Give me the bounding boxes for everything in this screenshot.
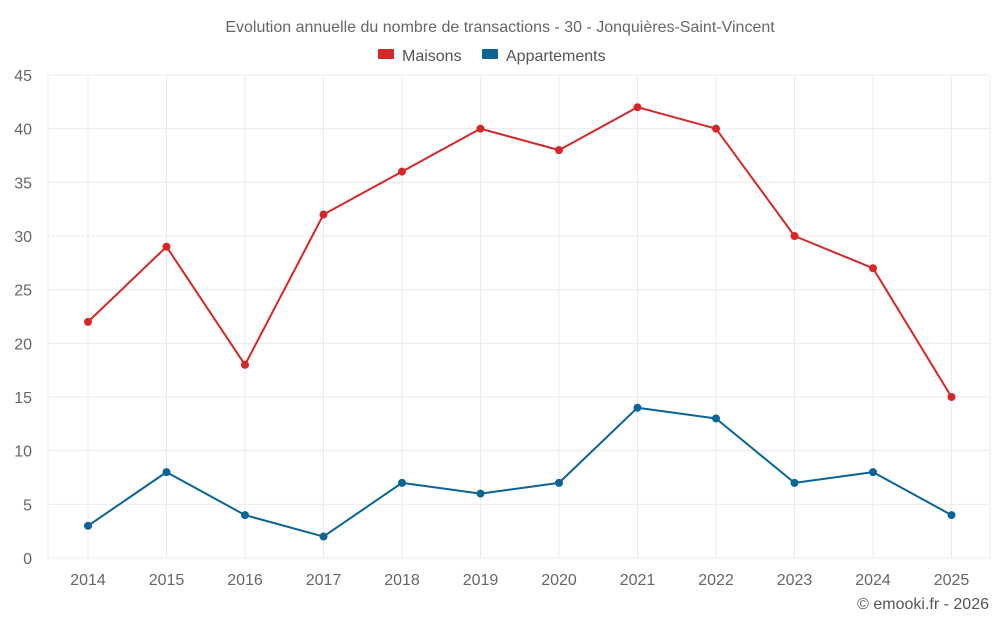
data-point-maisons-2023[interactable] [790, 232, 799, 240]
y-tick-label: 45 [14, 68, 32, 85]
data-point-maisons-2015[interactable] [162, 242, 171, 251]
data-point-maisons-2019[interactable] [476, 124, 485, 133]
y-tick-label: 5 [23, 497, 32, 514]
data-point-appartements-2019[interactable] [476, 489, 485, 498]
data-point-maisons-2020[interactable] [555, 146, 563, 155]
y-tick-label: 0 [23, 551, 32, 568]
y-tick-label: 20 [14, 336, 32, 353]
data-point-appartements-2023[interactable] [790, 478, 799, 487]
legend-label-appartements[interactable]: Appartements [506, 48, 606, 65]
data-point-maisons-2022[interactable] [712, 124, 720, 133]
data-point-appartements-2015[interactable] [162, 468, 171, 477]
x-tick-label: 2020 [541, 572, 577, 589]
legend-label-maisons[interactable]: Maisons [402, 48, 462, 65]
data-point-maisons-2018[interactable] [398, 167, 406, 176]
x-tick-label: 2016 [227, 572, 263, 589]
x-tick-label: 2021 [620, 572, 656, 589]
x-tick-label: 2014 [70, 572, 106, 589]
data-point-appartements-2021[interactable] [633, 403, 642, 412]
x-tick-label: 2022 [698, 572, 734, 589]
data-point-appartements-2025[interactable] [947, 511, 956, 520]
x-tick-label: 2015 [149, 572, 185, 589]
credit-text: © emooki.fr - 2026 [857, 596, 989, 613]
data-point-appartements-2016[interactable] [241, 511, 249, 520]
data-point-maisons-2025[interactable] [947, 393, 956, 401]
x-tick-label: 2019 [463, 572, 499, 589]
x-tick-label: 2017 [306, 572, 342, 589]
data-point-appartements-2017[interactable] [319, 532, 328, 541]
data-point-appartements-2014[interactable] [84, 521, 92, 530]
data-point-maisons-2017[interactable] [319, 210, 328, 219]
data-point-maisons-2016[interactable] [241, 360, 249, 369]
data-point-maisons-2014[interactable] [84, 317, 92, 326]
x-axis: 2014 2015 2016 2017 2018 2019 2020 2021 2022 2023… [70, 572, 969, 589]
data-point-appartements-2024[interactable] [869, 468, 877, 477]
y-tick-label: 40 [14, 122, 32, 139]
data-point-maisons-2024[interactable] [869, 264, 877, 273]
x-tick-label: 2024 [855, 572, 891, 589]
x-tick-label: 2025 [934, 572, 970, 589]
y-tick-label: 10 [14, 444, 32, 461]
x-tick-label: 2023 [777, 572, 813, 589]
gridlines [47, 74, 991, 559]
x-tick-label: 2018 [384, 572, 420, 589]
chart-title: Evolution annuelle du nombre de transact… [225, 19, 775, 36]
series-group [84, 103, 956, 541]
y-tick-label: 25 [14, 283, 32, 300]
series-line-appartements [87, 406, 952, 538]
y-axis: 0 5 10 15 20 25 30 35 40 45 [14, 68, 32, 568]
legend-swatch-appartements [482, 49, 498, 59]
legend-swatch-maisons [378, 49, 394, 59]
legend: Maisons Appartements [378, 48, 606, 65]
y-tick-label: 30 [14, 229, 32, 246]
y-tick-label: 35 [14, 175, 32, 192]
data-point-appartements-2020[interactable] [555, 478, 563, 487]
data-point-appartements-2022[interactable] [712, 414, 720, 423]
data-point-appartements-2018[interactable] [398, 478, 406, 487]
y-tick-label: 15 [14, 390, 32, 407]
data-point-maisons-2021[interactable] [633, 103, 642, 112]
series-line-maisons [87, 106, 953, 398]
